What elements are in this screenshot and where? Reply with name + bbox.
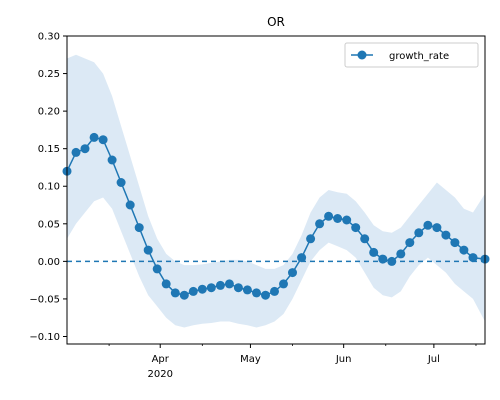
data-point — [333, 214, 343, 223]
legend-label-growth-rate: growth_rate — [389, 51, 449, 62]
data-point — [152, 264, 162, 274]
data-point — [432, 223, 442, 233]
data-point — [89, 132, 99, 142]
x-tick-label: Jun — [335, 354, 352, 365]
y-tick-label: 0.10 — [38, 182, 60, 193]
data-point — [324, 211, 334, 221]
data-point — [134, 223, 144, 233]
data-point — [270, 286, 279, 296]
confidence-band-layer — [67, 54, 485, 328]
data-point — [215, 280, 225, 290]
data-point — [242, 285, 252, 295]
x-tick-sublabel: 2020 — [147, 369, 172, 380]
chart-title: OR — [267, 15, 285, 29]
data-point — [206, 283, 216, 293]
data-point — [369, 247, 379, 257]
data-point — [351, 223, 361, 233]
data-point — [441, 230, 451, 240]
y-tick-label: 0.05 — [38, 219, 60, 230]
data-point — [161, 279, 171, 289]
data-point — [342, 215, 352, 225]
data-point — [468, 253, 478, 263]
data-point — [188, 286, 198, 296]
data-point — [414, 228, 424, 238]
data-point — [143, 245, 153, 255]
y-tick-label: −0.10 — [29, 332, 60, 343]
data-point — [170, 288, 180, 298]
data-point — [107, 155, 117, 165]
x-tick-label: Jul — [427, 354, 440, 365]
data-point — [71, 147, 81, 157]
x-tick-label: May — [240, 354, 261, 365]
x-axis: Apr 2020 May Jun Jul — [108, 344, 477, 380]
data-point — [396, 249, 406, 259]
data-point — [315, 219, 325, 229]
y-tick-label: 0.25 — [38, 69, 60, 80]
plot-frame — [66, 35, 486, 345]
y-axis: −0.10 −0.05 0.00 0.05 0.10 0.15 0.20 0.25 0.30 — [29, 32, 67, 343]
y-tick-label: −0.05 — [29, 294, 60, 305]
data-point — [360, 234, 370, 244]
data-point — [378, 254, 388, 264]
y-tick-label: 0.00 — [38, 257, 60, 268]
y-tick-label: 0.15 — [38, 144, 60, 155]
data-point — [387, 256, 397, 266]
data-point — [297, 253, 307, 263]
legend-box — [344, 42, 479, 68]
legend-marker-swatch — [357, 50, 367, 60]
data-point — [288, 268, 297, 278]
y-tick-label: 0.20 — [38, 107, 60, 118]
data-point — [450, 238, 460, 248]
data-point — [116, 178, 126, 187]
data-point — [98, 135, 108, 145]
confidence-band — [67, 54, 485, 328]
data-point — [306, 234, 316, 244]
x-tick-label: Apr — [152, 354, 170, 365]
data-point — [423, 220, 433, 230]
data-point — [197, 284, 207, 294]
data-point — [125, 200, 135, 210]
data-point — [405, 238, 415, 248]
data-point — [80, 144, 90, 154]
series-layer — [62, 132, 490, 300]
data-point — [459, 245, 469, 255]
data-point — [279, 279, 288, 289]
data-point — [261, 290, 270, 300]
data-point — [224, 279, 234, 289]
data-point — [233, 283, 243, 293]
data-point — [252, 288, 261, 298]
legend: growth_rate — [344, 42, 479, 68]
data-point — [179, 290, 189, 300]
y-tick-label: 0.30 — [38, 32, 60, 43]
